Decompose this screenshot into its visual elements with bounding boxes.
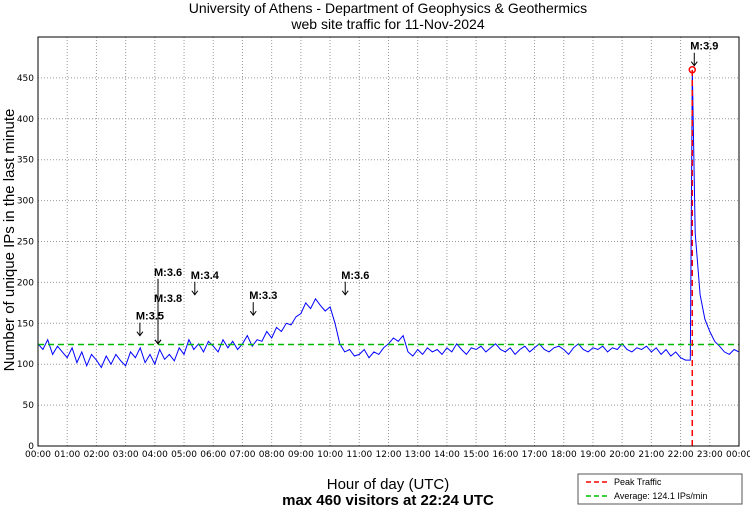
x-tick-label: 16:00 bbox=[492, 450, 518, 460]
x-axis-label: Hour of day (UTC) bbox=[327, 476, 450, 493]
y-tick-label: 50 bbox=[23, 401, 35, 411]
y-tick-label: 300 bbox=[17, 197, 34, 207]
x-tick-label: 13:00 bbox=[405, 450, 431, 460]
ticks: 00:00 01:00 02:00 03:00 04:00 05:00 06:00 07:00… bbox=[17, 74, 750, 460]
x-tick-label: 04:00 bbox=[142, 450, 168, 460]
y-axis-label: Number of unique IPs in the last minute bbox=[1, 109, 18, 372]
annotation-label: M:3.5 bbox=[136, 311, 164, 323]
x-tick-label: 09:00 bbox=[288, 450, 314, 460]
annotation-arrowhead-icon bbox=[690, 61, 698, 67]
x-tick-label: 19:00 bbox=[580, 450, 606, 460]
x-tick-label: 20:00 bbox=[609, 450, 635, 460]
annotation-arrowhead-icon bbox=[154, 339, 162, 345]
y-tick-label: 200 bbox=[17, 278, 34, 288]
y-tick-label: 100 bbox=[17, 360, 34, 370]
annotation-arrowhead-icon bbox=[341, 290, 349, 296]
grid bbox=[38, 37, 739, 446]
x-tick-label: 11:00 bbox=[346, 450, 372, 460]
legend: Peak Traffic Average: 124.1 IPs/min bbox=[577, 473, 743, 505]
x-tick-label: 00:00 bbox=[25, 450, 51, 460]
legend-box bbox=[577, 473, 743, 505]
legend-peak: Peak Traffic bbox=[614, 477, 662, 487]
annotation-label: M:3.9 bbox=[690, 41, 718, 53]
x-tick-label: 08:00 bbox=[259, 450, 285, 460]
peak-marker bbox=[688, 65, 697, 74]
annotation-arrowhead-icon bbox=[249, 310, 257, 317]
x-tick-label: 22:00 bbox=[668, 450, 694, 460]
y-tick-label: 150 bbox=[17, 319, 34, 329]
legend-average: Average: 124.1 IPs/min bbox=[614, 491, 707, 501]
y-tick-label: 350 bbox=[17, 156, 34, 166]
plot-frame bbox=[37, 36, 740, 447]
x-tick-label: 12:00 bbox=[376, 450, 402, 460]
y-tick-label: 0 bbox=[28, 442, 34, 452]
x-tick-label: 02:00 bbox=[83, 450, 109, 460]
y-tick-label: 250 bbox=[17, 238, 34, 248]
annotation-label: M:3.8 bbox=[154, 293, 182, 305]
x-tick-label: 07:00 bbox=[229, 450, 255, 460]
x-tick-label: 23:00 bbox=[697, 450, 723, 460]
x-tick-label: 03:00 bbox=[113, 450, 139, 460]
plot: M:3.5 M:3.8 M:3.6 M:3.4 M:3.3 M:3.6 M:3.9 bbox=[37, 41, 740, 446]
x-tick-label: 21:00 bbox=[638, 450, 664, 460]
x-tick-label: 18:00 bbox=[551, 450, 577, 460]
x-tick-label: 05:00 bbox=[171, 450, 197, 460]
x-tick-label: 15:00 bbox=[463, 450, 489, 460]
x-tick-label: 14:00 bbox=[434, 450, 460, 460]
chart-title-line2: web site traffic for 11-Nov-2024 bbox=[290, 16, 484, 32]
annotation-arrowhead-icon bbox=[191, 290, 199, 296]
annotation-label: M:3.6 bbox=[154, 267, 182, 279]
x-tick-label: 01:00 bbox=[54, 450, 80, 460]
traffic-series-line bbox=[37, 69, 740, 369]
x-tick-label: 17:00 bbox=[522, 450, 548, 460]
x-tick-label: 10:00 bbox=[317, 450, 343, 460]
annotation-label: M:3.4 bbox=[191, 270, 220, 282]
chart-title-line1: University of Athens - Department of Geo… bbox=[189, 0, 587, 16]
annotation-arrowhead-icon bbox=[136, 331, 144, 337]
annotation-label: M:3.6 bbox=[341, 270, 369, 282]
annotation-label: M:3.3 bbox=[249, 290, 277, 302]
x-tick-label: 00:00 bbox=[726, 450, 750, 460]
max-visitors-label: max 460 visitors at 22:24 UTC bbox=[282, 492, 494, 509]
x-tick-label: 06:00 bbox=[200, 450, 226, 460]
y-tick-label: 400 bbox=[17, 115, 34, 125]
y-tick-label: 450 bbox=[17, 74, 34, 84]
